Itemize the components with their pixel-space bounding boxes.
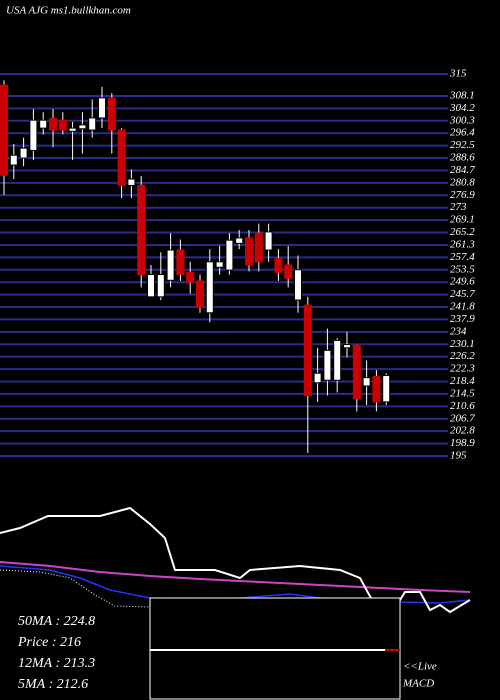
indicator-label: 5MA : 212.6 [18, 677, 88, 692]
y-tick-label: 198.9 [450, 437, 475, 449]
y-tick-label: 249.6 [450, 276, 475, 288]
candle-body [274, 258, 283, 273]
y-tick-label: 195 [450, 450, 467, 462]
candle-body [176, 249, 185, 276]
candle-body [362, 377, 371, 387]
y-tick-label: 245.7 [450, 288, 475, 300]
chart-title: USA AJG ms1.bullkhan.com [6, 5, 131, 17]
indicator-label: 50MA : 224.8 [18, 614, 95, 629]
y-tick-label: 253.5 [450, 263, 475, 275]
magenta-line [0, 561, 471, 593]
candle-body [58, 119, 67, 131]
y-tick-label: 218.4 [450, 375, 475, 387]
y-tick-label: 288.6 [450, 152, 475, 164]
y-tick-label: 210.6 [450, 400, 475, 412]
candle-body [352, 344, 361, 400]
candle-body [9, 154, 18, 166]
indicator-panel [0, 506, 471, 700]
candle-body [205, 261, 214, 314]
candle-body [127, 178, 136, 186]
live-label: <<Live [403, 661, 437, 673]
y-tick-label: 202.8 [450, 425, 475, 437]
white-line [0, 506, 471, 614]
candle-body [245, 237, 253, 266]
candle-body [382, 374, 391, 403]
candle-body [215, 261, 224, 268]
candle-body [68, 127, 77, 132]
y-tick-label: 265.2 [450, 226, 475, 238]
grid: 315 308.1304.2300.3296.4292.5288.6284.728… [0, 68, 475, 462]
y-tick-label: 230.1 [450, 338, 475, 350]
candle-body [196, 280, 204, 308]
y-tick-label: 222.3 [450, 363, 475, 375]
y-tick-label: 206.7 [450, 412, 475, 424]
candle-body [88, 117, 97, 131]
candle-body [147, 274, 155, 298]
y-tick-label: 300.3 [449, 114, 475, 126]
candle-body [323, 349, 332, 381]
candle-body [137, 184, 146, 276]
candle-body [156, 274, 165, 298]
y-tick-label: 308.1 [449, 89, 475, 101]
candle-body [294, 269, 302, 301]
y-tick-label: 237.9 [450, 313, 475, 325]
indicator-label: Price : 216 [17, 635, 81, 650]
macd-box [149, 597, 401, 700]
y-tick-label: 292.5 [450, 139, 475, 151]
candle-body [49, 118, 57, 131]
indicator-label: 12MA : 213.3 [18, 656, 95, 671]
candle-body [19, 147, 28, 159]
blue-line [0, 565, 471, 604]
candle-body [264, 231, 273, 251]
candle-body [333, 339, 342, 381]
y-tick-label: 304.2 [449, 102, 475, 114]
y-tick-label: 276.9 [450, 189, 475, 201]
candle-body [372, 375, 381, 403]
y-tick-label: 296.4 [450, 127, 475, 139]
y-tick-label: 284.7 [450, 164, 475, 176]
candle-body [166, 249, 175, 281]
y-tick-label: 315 [449, 68, 467, 80]
candle-body [303, 304, 312, 397]
candle-body [313, 372, 322, 384]
candle-body [254, 232, 263, 263]
candle-body [225, 239, 234, 271]
macd-label: MACD [402, 678, 434, 690]
y-tick-label: 261.3 [450, 238, 475, 250]
y-tick-label: 214.5 [450, 387, 475, 399]
y-tick-label: 241.8 [450, 301, 475, 313]
y-tick-label: 269.1 [450, 214, 475, 226]
candle-body [98, 97, 106, 119]
candle-body [78, 124, 87, 130]
candle-body [0, 84, 8, 176]
candle-body [39, 119, 48, 129]
candle-body [29, 119, 38, 151]
candle-body [186, 271, 195, 283]
candle-body [235, 237, 244, 244]
candle-body [117, 129, 126, 186]
y-tick-label: 226.2 [450, 350, 475, 362]
y-tick-label: 280.8 [450, 176, 475, 188]
candles [0, 80, 391, 453]
candle-body [284, 264, 293, 279]
y-tick-label: 273 [450, 201, 467, 213]
candle-body [343, 344, 351, 349]
candle-body [107, 97, 116, 131]
y-tick-label: 234 [450, 325, 467, 337]
y-tick-label: 257.4 [450, 251, 475, 263]
